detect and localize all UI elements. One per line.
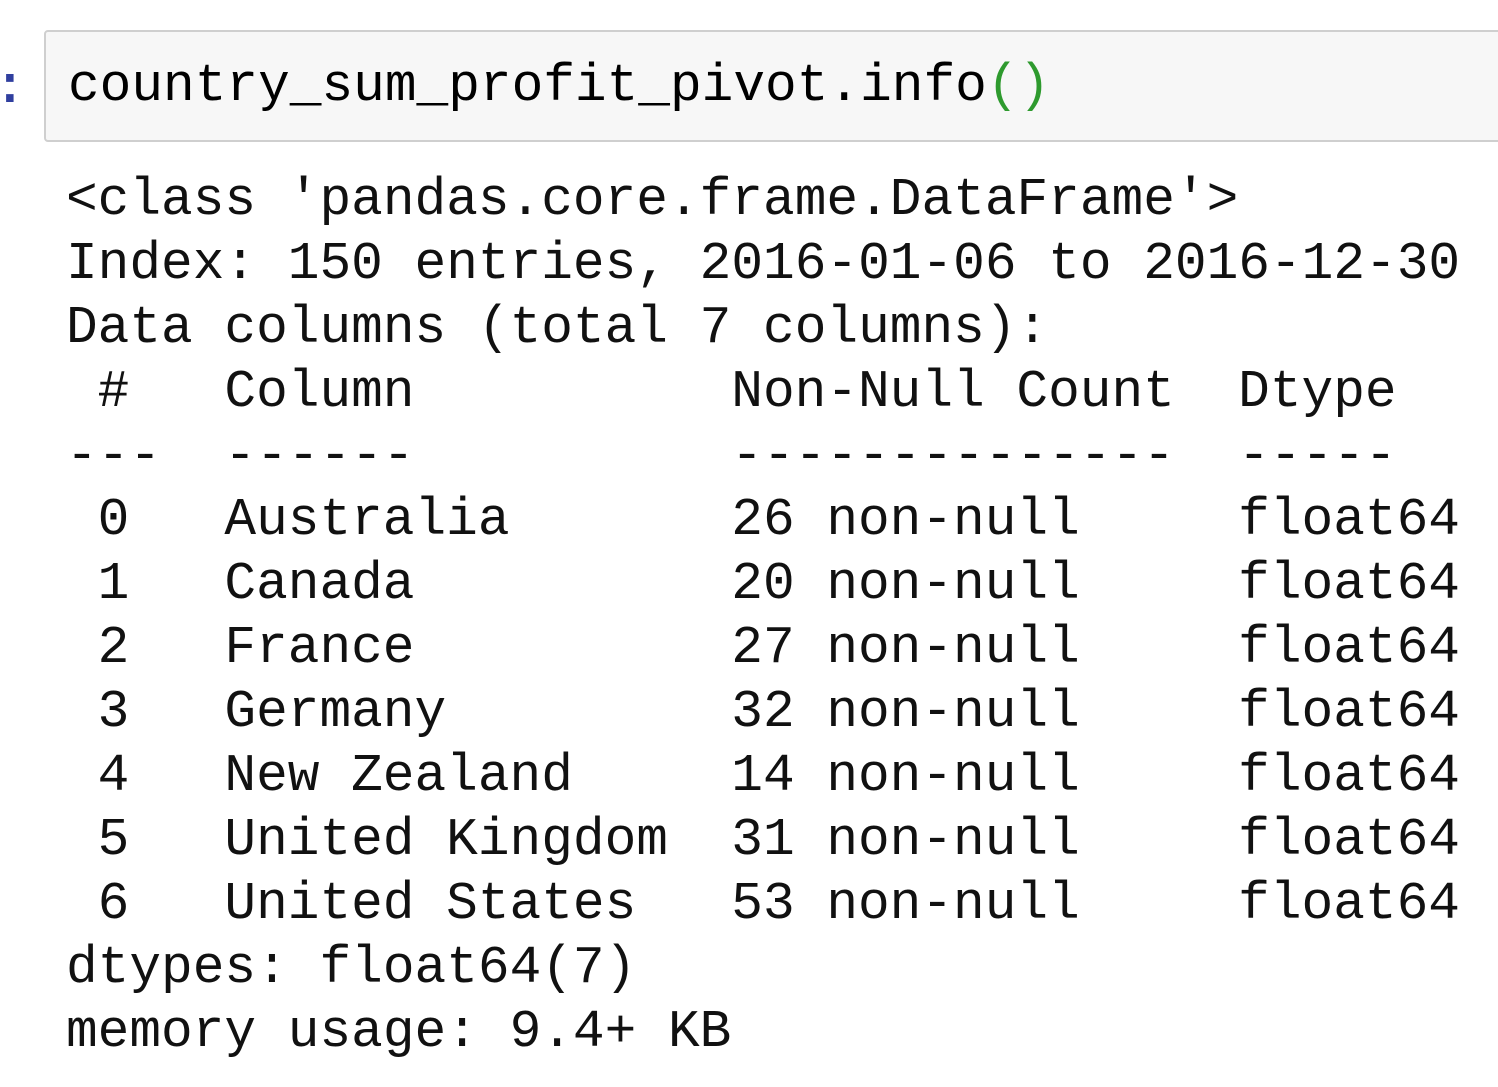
output-line: dtypes: float64(7) bbox=[66, 938, 637, 998]
table-cell: 1 bbox=[97, 554, 130, 614]
table-cell: New Zealand bbox=[224, 746, 573, 806]
table-cell: 53 non-null bbox=[731, 874, 1080, 934]
code-parens: () bbox=[986, 56, 1051, 116]
code-text: country_sum_profit_pivot.info bbox=[68, 56, 987, 116]
table-cell: 0 bbox=[97, 490, 130, 550]
table-cell: 6 bbox=[97, 874, 130, 934]
table-header: # bbox=[97, 362, 130, 422]
table-header: Column bbox=[224, 362, 415, 422]
table-cell: float64 bbox=[1238, 874, 1460, 934]
table-cell: float64 bbox=[1238, 810, 1460, 870]
table-cell: 20 non-null bbox=[731, 554, 1080, 614]
output-line: Data columns (total 7 columns): bbox=[66, 298, 1049, 358]
table-cell: Germany bbox=[224, 682, 447, 742]
table-cell: United Kingdom bbox=[224, 810, 668, 870]
table-cell: float64 bbox=[1238, 554, 1460, 614]
table-cell: 27 non-null bbox=[731, 618, 1080, 678]
table-cell: 31 non-null bbox=[731, 810, 1080, 870]
output-line: <class 'pandas.core.frame.DataFrame'> bbox=[66, 170, 1239, 230]
table-cell: 3 bbox=[97, 682, 130, 742]
output-line: memory usage: 9.4+ KB bbox=[66, 1002, 732, 1062]
table-cell: 14 non-null bbox=[731, 746, 1080, 806]
table-separator: ------ bbox=[224, 426, 415, 486]
cell-prompt: : bbox=[0, 56, 26, 120]
table-cell: France bbox=[224, 618, 415, 678]
table-cell: float64 bbox=[1238, 618, 1460, 678]
table-cell: United States bbox=[224, 874, 637, 934]
table-cell: 5 bbox=[97, 810, 130, 870]
table-cell: 26 non-null bbox=[731, 490, 1080, 550]
table-cell: Australia bbox=[224, 490, 510, 550]
table-header: Non-Null Count bbox=[731, 362, 1175, 422]
output-line: Index: 150 entries, 2016-01-06 to 2016-1… bbox=[66, 234, 1461, 294]
table-header: Dtype bbox=[1238, 362, 1397, 422]
table-cell: float64 bbox=[1238, 490, 1460, 550]
table-cell: 2 bbox=[97, 618, 130, 678]
table-separator: --- bbox=[66, 426, 162, 486]
table-separator: ----- bbox=[1238, 426, 1397, 486]
table-cell: 32 non-null bbox=[731, 682, 1080, 742]
code-cell[interactable]: country_sum_profit_pivot.info() bbox=[44, 30, 1498, 142]
table-separator: -------------- bbox=[731, 426, 1175, 486]
code-line: country_sum_profit_pivot.info() bbox=[68, 54, 1050, 118]
table-cell: Canada bbox=[224, 554, 415, 614]
table-cell: float64 bbox=[1238, 746, 1460, 806]
table-cell: float64 bbox=[1238, 682, 1460, 742]
table-cell: 4 bbox=[97, 746, 130, 806]
